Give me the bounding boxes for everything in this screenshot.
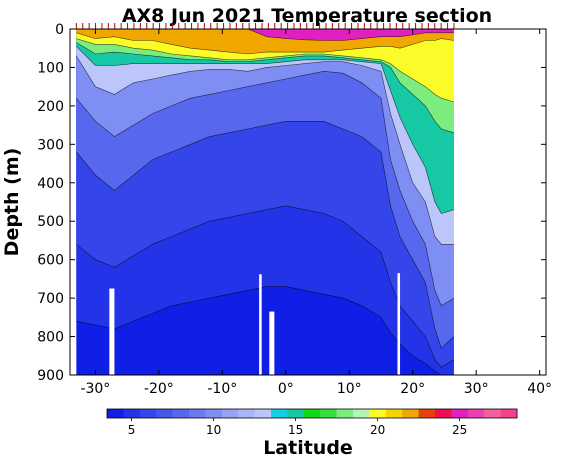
isotherm-13C bbox=[76, 55, 454, 245]
colorbar-swatch bbox=[467, 409, 485, 418]
isotherm-5C bbox=[76, 286, 454, 375]
x-tick-label: 10° bbox=[337, 381, 362, 397]
y-tick-label: 800 bbox=[37, 330, 64, 346]
fill-above-8C bbox=[76, 29, 455, 349]
y-tick-label: 200 bbox=[37, 99, 64, 115]
colorbar-swatch bbox=[484, 409, 501, 418]
colorbar-swatch bbox=[205, 409, 223, 418]
colorbar-swatch bbox=[172, 409, 190, 418]
isotherm-25C bbox=[76, 29, 454, 41]
x-tick-label: -30° bbox=[80, 381, 110, 397]
colorbar-swatch bbox=[418, 409, 436, 418]
station-markers bbox=[75, 23, 455, 29]
y-tick-label: 700 bbox=[37, 291, 64, 307]
colorbar-swatch bbox=[336, 409, 354, 418]
no-data-east bbox=[453, 29, 546, 375]
colorbar-swatch bbox=[221, 409, 239, 418]
fill-above-10C bbox=[76, 29, 455, 306]
colorbar-swatch bbox=[320, 409, 337, 418]
x-tick-label: 40° bbox=[527, 381, 552, 397]
bottom-gap bbox=[109, 288, 115, 375]
y-tick-label: 100 bbox=[37, 60, 64, 76]
x-axis-ticks: -30° -20° -10° 0° 10° 20° 30° 40° bbox=[80, 29, 552, 397]
colorbar-swatch bbox=[123, 409, 141, 418]
colorbar-swatch bbox=[156, 409, 173, 418]
temperature-fill-layers bbox=[76, 29, 455, 375]
colorbar-swatch bbox=[402, 409, 419, 418]
colorbar-tick-label: 25 bbox=[452, 423, 467, 437]
bottom-gap bbox=[269, 311, 275, 375]
isotherm-20C bbox=[76, 38, 455, 103]
y-axis-ticks: 0 100 200 300 400 500 600 700 800 900 bbox=[37, 22, 546, 384]
y-tick-label: 0 bbox=[55, 22, 64, 38]
colorbar-swatch bbox=[107, 409, 124, 418]
colorbar-swatch bbox=[385, 409, 403, 418]
isotherm-18C bbox=[76, 42, 455, 134]
x-tick-label: 0° bbox=[278, 381, 294, 397]
x-tick-label: 30° bbox=[464, 381, 489, 397]
y-tick-label: 500 bbox=[37, 214, 64, 230]
chart-title: AX8 Jun 2021 Temperature section bbox=[122, 5, 492, 27]
isotherm-lines bbox=[76, 29, 455, 375]
x-tick-label: -10° bbox=[207, 381, 237, 397]
colorbar-swatch bbox=[287, 409, 305, 418]
fill-above-25C bbox=[76, 29, 455, 41]
colorbar-tick-label: 20 bbox=[370, 423, 385, 437]
y-tick-label: 600 bbox=[37, 253, 64, 269]
colorbar-tick-label: 5 bbox=[128, 423, 136, 437]
y-tick-label: 400 bbox=[37, 176, 64, 192]
y-axis-label: Depth (m) bbox=[1, 148, 23, 257]
colorbar-swatch bbox=[369, 409, 387, 418]
isotherm-6C bbox=[76, 205, 455, 368]
colorbar-swatch bbox=[353, 409, 370, 418]
isotherm-8C bbox=[76, 121, 455, 349]
colorbar-swatch bbox=[271, 409, 288, 418]
plot-border bbox=[69, 28, 547, 376]
bottom-gap bbox=[397, 273, 401, 375]
isotherm-10C bbox=[76, 70, 455, 307]
colorbar-swatch bbox=[500, 409, 518, 418]
isotherm-22C bbox=[76, 32, 455, 55]
colorbar-tick-label: 10 bbox=[206, 423, 221, 437]
colorbar-swatch bbox=[303, 409, 321, 418]
x-axis-label: Latitude bbox=[263, 437, 353, 459]
colorbar-tick-label: 15 bbox=[288, 423, 303, 437]
colorbar: 5 10 15 20 25 bbox=[106, 408, 518, 437]
x-tick-label: -20° bbox=[144, 381, 174, 397]
plot-frame bbox=[69, 28, 547, 376]
data-gaps bbox=[109, 29, 546, 375]
x-tick-label: 20° bbox=[400, 381, 425, 397]
y-tick-label: 300 bbox=[37, 137, 64, 153]
colorbar-swatch bbox=[189, 409, 206, 418]
colorbar-border bbox=[106, 408, 518, 419]
colorbar-swatch bbox=[435, 409, 452, 418]
colorbar-swatch bbox=[139, 409, 157, 418]
colorbar-swatch bbox=[254, 409, 272, 418]
isotherm-15C bbox=[76, 46, 455, 214]
y-tick-label: 900 bbox=[37, 368, 64, 384]
bottom-gap bbox=[259, 274, 262, 375]
colorbar-swatch bbox=[238, 409, 255, 418]
colorbar-swatch bbox=[451, 409, 469, 418]
